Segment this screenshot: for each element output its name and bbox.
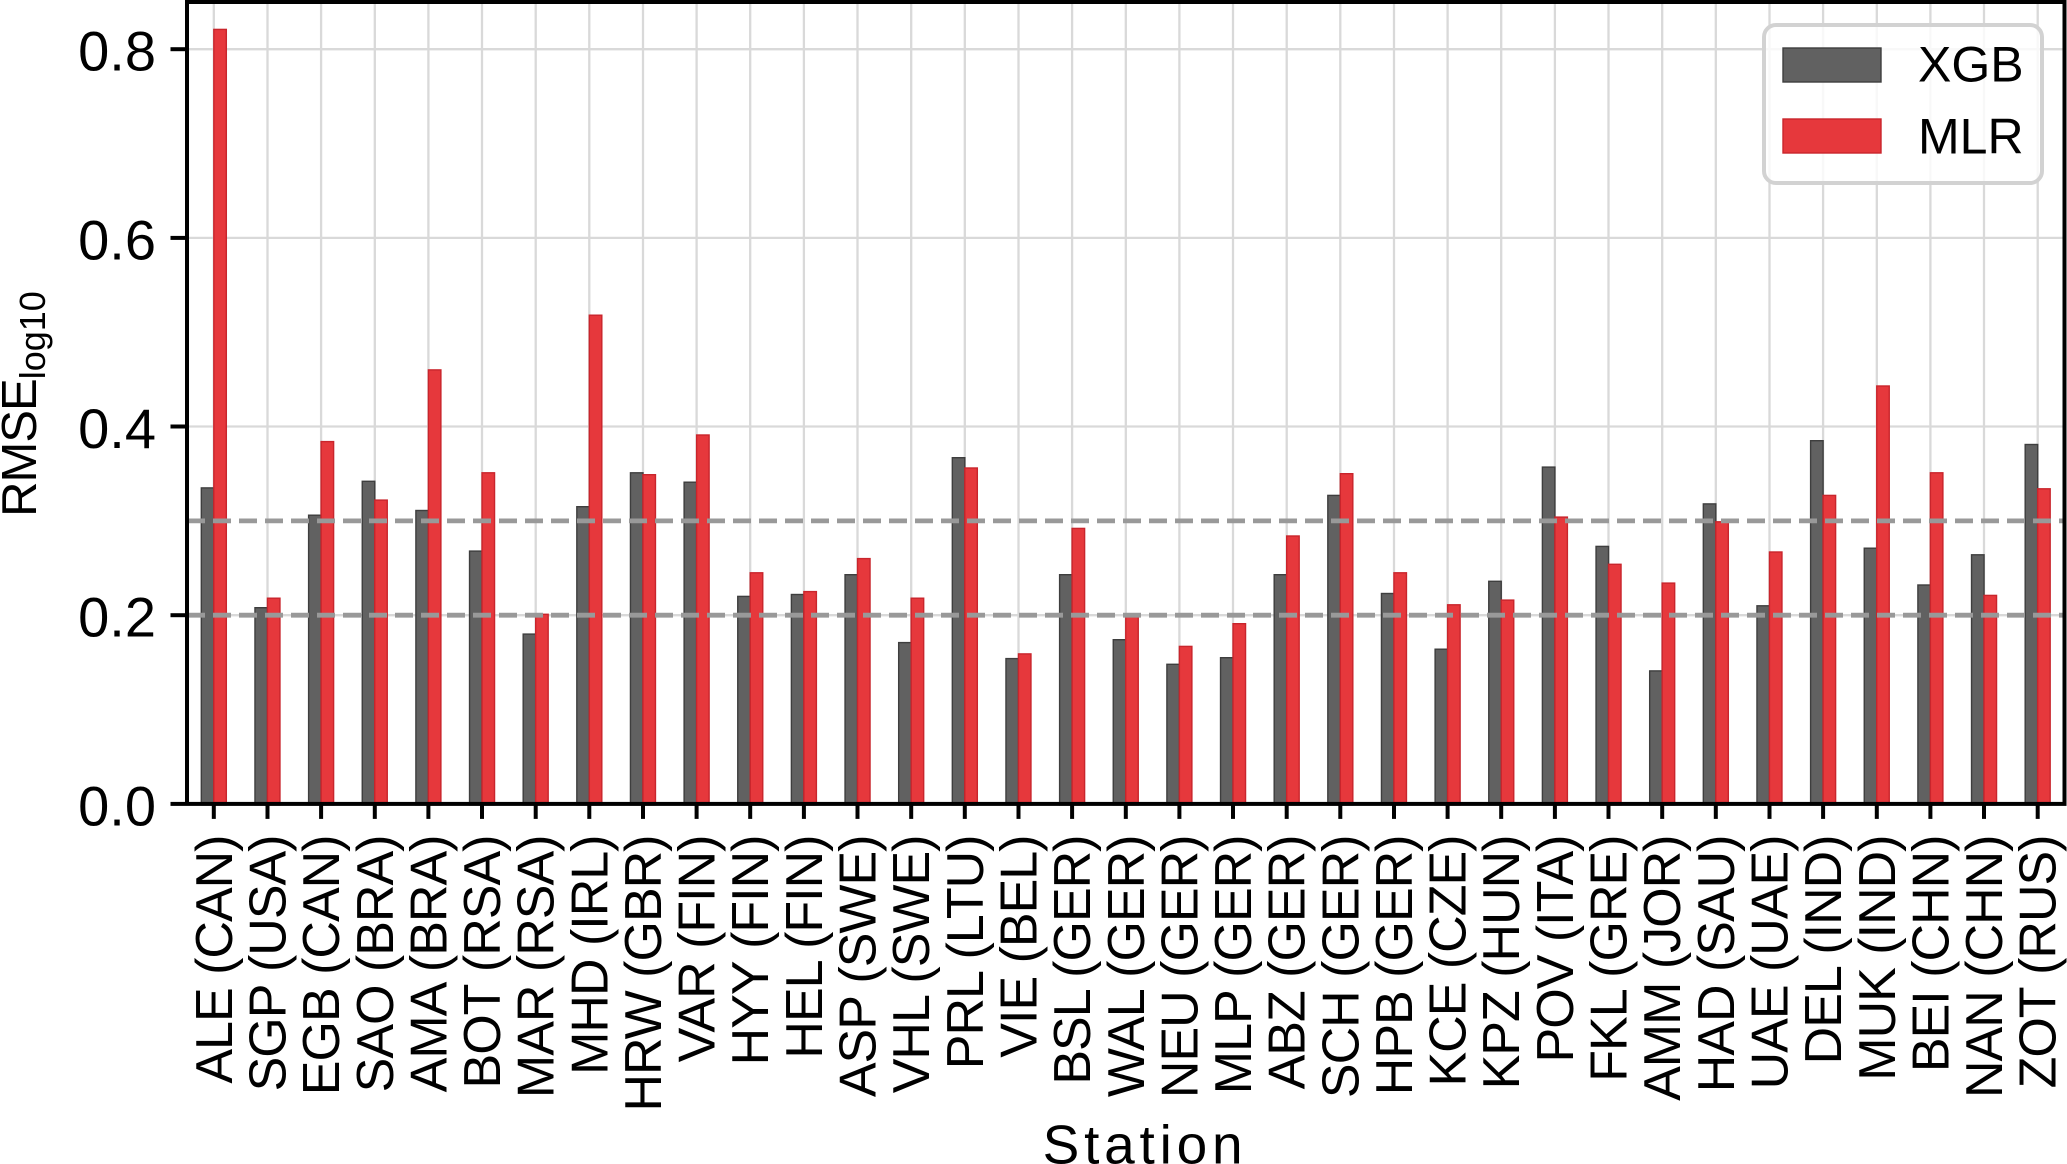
svg-text:HAD (SAU): HAD (SAU) <box>1688 836 1746 1093</box>
svg-text:KCE (CZE): KCE (CZE) <box>1420 836 1478 1087</box>
svg-text:MHD (IRL): MHD (IRL) <box>561 836 619 1075</box>
svg-text:HRW (GBR): HRW (GBR) <box>615 836 673 1112</box>
svg-text:POV (ITA): POV (ITA) <box>1527 836 1585 1063</box>
svg-text:BSL (GER): BSL (GER) <box>1044 836 1102 1085</box>
svg-text:MLP (GER): MLP (GER) <box>1205 836 1263 1095</box>
svg-text:MLR: MLR <box>1918 109 2024 165</box>
svg-text:ABZ (GER): ABZ (GER) <box>1259 836 1317 1090</box>
svg-text:EGB (CAN): EGB (CAN) <box>293 836 351 1096</box>
svg-text:UAE (UAE): UAE (UAE) <box>1742 836 1800 1090</box>
svg-text:MUK (IND): MUK (IND) <box>1849 836 1907 1081</box>
svg-text:NEU (GER): NEU (GER) <box>1151 836 1209 1099</box>
svg-text:ZOT (RUS): ZOT (RUS) <box>2010 836 2067 1089</box>
svg-text:0.2: 0.2 <box>78 586 156 649</box>
svg-text:0.8: 0.8 <box>78 20 156 83</box>
svg-text:MAR (RSA): MAR (RSA) <box>508 836 566 1099</box>
svg-text:BOT (RSA): BOT (RSA) <box>454 836 512 1089</box>
svg-text:KPZ (HUN): KPZ (HUN) <box>1473 836 1531 1090</box>
svg-text:AMA (BRA): AMA (BRA) <box>400 836 458 1093</box>
svg-text:AMM (JOR): AMM (JOR) <box>1634 836 1692 1101</box>
svg-text:Station: Station <box>1043 1114 1248 1164</box>
svg-text:SCH (GER): SCH (GER) <box>1312 836 1370 1099</box>
svg-text:VIE (BEL): VIE (BEL) <box>991 836 1049 1058</box>
svg-text:SGP (USA): SGP (USA) <box>240 836 298 1092</box>
svg-text:VAR (FIN): VAR (FIN) <box>669 836 727 1063</box>
svg-text:FKL (GRE): FKL (GRE) <box>1581 836 1639 1082</box>
svg-text:XGB: XGB <box>1918 37 2024 93</box>
svg-text:HEL (FIN): HEL (FIN) <box>776 836 834 1059</box>
svg-text:0.6: 0.6 <box>78 208 156 271</box>
svg-text:SAO (BRA): SAO (BRA) <box>347 836 405 1093</box>
svg-text:HYY (FIN): HYY (FIN) <box>722 836 780 1066</box>
svg-text:PRL (LTU): PRL (LTU) <box>937 836 995 1070</box>
svg-text:0.4: 0.4 <box>78 397 156 460</box>
svg-text:ALE (CAN): ALE (CAN) <box>186 836 244 1084</box>
svg-text:NAN (CHN): NAN (CHN) <box>1956 836 2014 1099</box>
svg-text:0.0: 0.0 <box>78 774 156 837</box>
svg-text:HPB (GER): HPB (GER) <box>1366 836 1424 1096</box>
svg-text:WAL (GER): WAL (GER) <box>1098 836 1156 1098</box>
svg-text:ASP (SWE): ASP (SWE) <box>830 836 888 1098</box>
svg-text:BEI (CHN): BEI (CHN) <box>1902 836 1960 1073</box>
svg-text:VHL (SWE): VHL (SWE) <box>883 836 941 1094</box>
svg-text:DEL (IND): DEL (IND) <box>1795 836 1853 1065</box>
